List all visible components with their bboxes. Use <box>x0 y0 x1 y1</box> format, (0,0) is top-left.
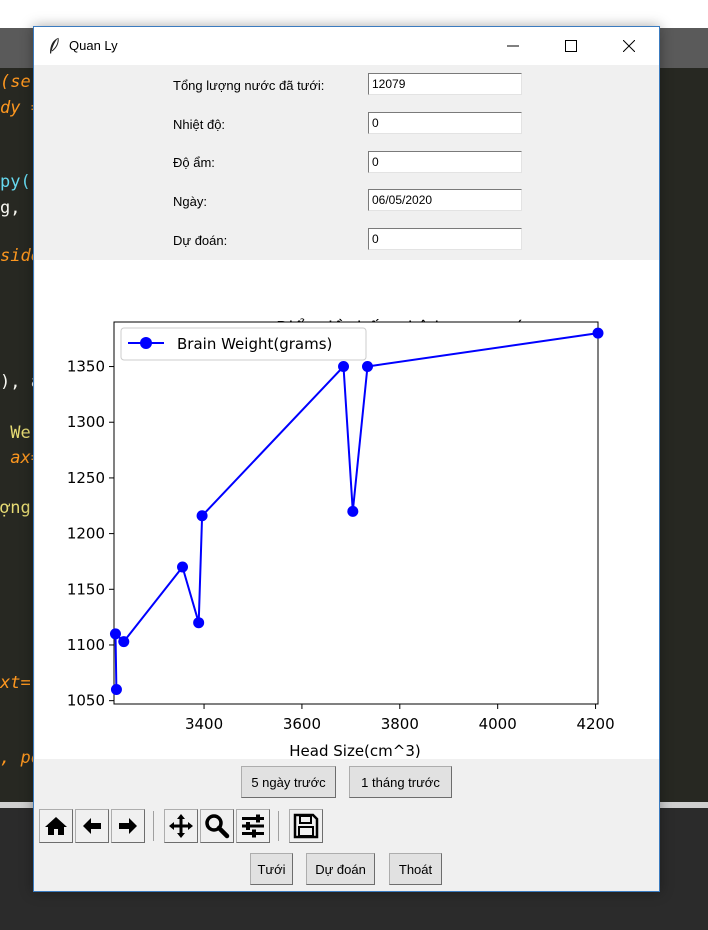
prediction-label: Dự đoán: <box>173 233 228 248</box>
y-tick-label: 1250 <box>67 469 105 487</box>
temperature-label: Nhiệt độ: <box>173 117 226 132</box>
maximize-button[interactable] <box>542 27 600 65</box>
one-month-button[interactable]: 1 tháng trước <box>349 766 452 798</box>
feather-icon <box>50 37 59 54</box>
y-tick-label: 1200 <box>67 525 105 543</box>
data-point <box>118 636 130 648</box>
data-point <box>193 617 205 629</box>
pan-icon <box>169 814 193 838</box>
data-point <box>109 628 121 640</box>
exit-button[interactable]: Thoát <box>389 853 442 885</box>
x-tick-label: 3600 <box>283 715 321 733</box>
data-point <box>177 561 189 573</box>
code-fragment: py() <box>0 172 41 192</box>
toolbar-separator <box>153 811 154 841</box>
zoom-icon <box>205 814 230 839</box>
minimize-icon <box>507 45 519 47</box>
data-point <box>110 684 122 696</box>
x-axis-label: Head Size(cm^3) <box>289 742 420 759</box>
back-arrow-icon <box>83 818 101 834</box>
code-fragment: g, <box>0 198 21 218</box>
prediction-input[interactable] <box>368 228 522 250</box>
configure-button[interactable] <box>236 809 270 843</box>
x-tick-label: 4200 <box>576 715 614 733</box>
data-point <box>362 361 374 373</box>
water-button[interactable]: Tưới <box>250 853 293 885</box>
app-window: Quan Ly Tổng lượng nước đã tưới: Nhiệt đ… <box>33 26 660 892</box>
x-axis: 3400 3600 3800 4000 4200 <box>185 704 615 733</box>
code-fragment: xt= <box>0 673 31 693</box>
x-tick-label: 3800 <box>381 715 419 733</box>
y-tick-label: 1350 <box>67 358 105 376</box>
maximize-icon <box>565 40 577 52</box>
y-tick-label: 1150 <box>67 580 105 598</box>
legend: Brain Weight(grams) <box>120 327 367 361</box>
date-input[interactable] <box>368 189 522 211</box>
y-tick-label: 1100 <box>67 636 105 654</box>
series-layer <box>109 327 604 696</box>
save-figure-button[interactable] <box>289 809 323 843</box>
chart-canvas[interactable]: Biểu đồ thống kê lượng nước 105011001150… <box>35 260 659 759</box>
humidity-input[interactable] <box>368 151 522 173</box>
x-tick-label: 3400 <box>185 715 223 733</box>
save-icon <box>293 813 319 839</box>
configure-icon <box>242 814 264 838</box>
code-fragment: side <box>0 246 41 266</box>
temperature-input[interactable] <box>368 112 522 134</box>
y-tick-label: 1050 <box>67 692 105 710</box>
line-chart: Biểu đồ thống kê lượng nước 105011001150… <box>67 318 615 759</box>
toolbar-separator <box>278 811 279 841</box>
total-water-label: Tổng lượng nước đã tưới: <box>173 78 325 93</box>
minimize-button[interactable] <box>484 27 542 65</box>
background-top <box>0 0 708 28</box>
predict-button[interactable]: Dự đoán <box>306 853 375 885</box>
legend-label: Brain Weight(grams) <box>177 335 332 353</box>
data-point <box>196 510 208 522</box>
title-bar[interactable]: Quan Ly <box>34 27 659 65</box>
window-title: Quan Ly <box>69 38 118 53</box>
x-tick-label: 4000 <box>479 715 517 733</box>
zoom-button[interactable] <box>200 809 234 843</box>
humidity-label: Độ ẩm: <box>173 155 215 170</box>
y-axis: 1050 1100 1150 1200 1250 1300 1350 <box>67 358 114 710</box>
home-button[interactable] <box>39 809 73 843</box>
legend-marker <box>140 337 152 349</box>
forward-button[interactable] <box>111 809 145 843</box>
five-days-button[interactable]: 5 ngày trước <box>241 766 336 798</box>
data-point <box>347 505 359 517</box>
close-icon <box>623 40 635 52</box>
pan-button[interactable] <box>164 809 198 843</box>
code-fragment: (sel <box>0 72 41 92</box>
series-line <box>114 332 599 690</box>
close-button[interactable] <box>600 27 658 65</box>
total-water-input[interactable] <box>368 73 522 95</box>
date-label: Ngày: <box>173 194 207 209</box>
home-icon <box>45 817 67 835</box>
y-tick-label: 1300 <box>67 413 105 431</box>
data-point <box>592 327 604 339</box>
data-point <box>338 361 350 373</box>
back-button[interactable] <box>75 809 109 843</box>
legend-box <box>120 327 367 361</box>
forward-arrow-icon <box>119 818 137 834</box>
code-fragment: ợng <box>0 498 31 518</box>
